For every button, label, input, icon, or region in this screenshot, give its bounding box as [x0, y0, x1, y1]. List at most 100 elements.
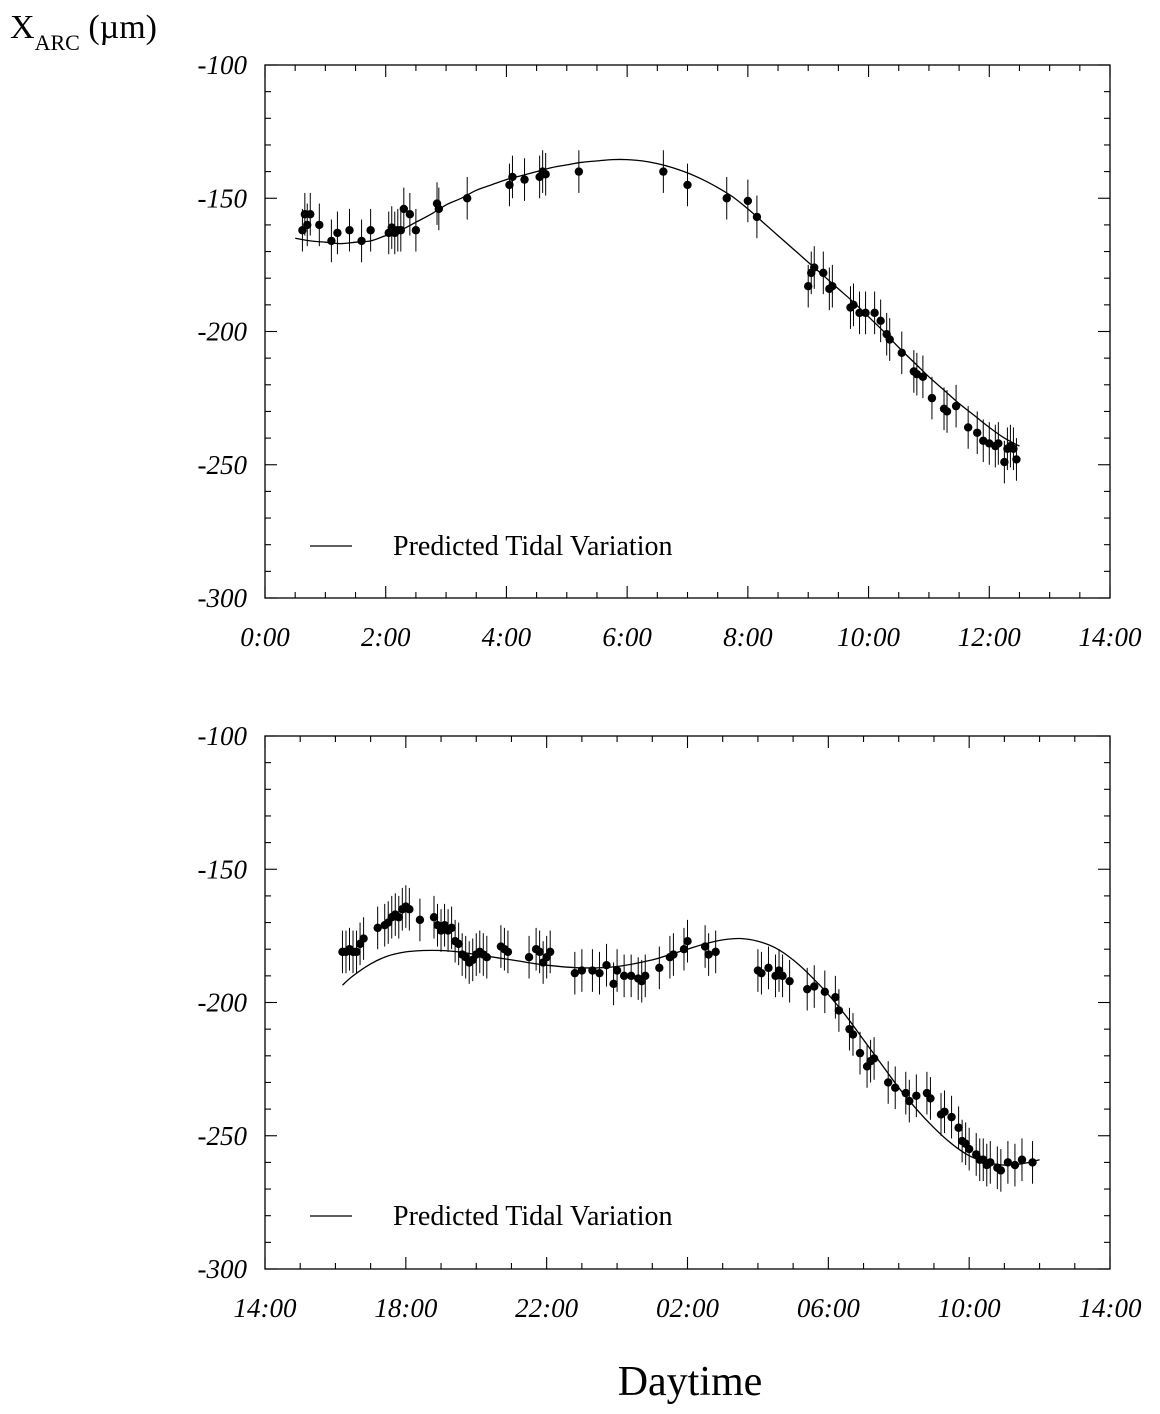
- data-point: [669, 950, 678, 959]
- data-point: [711, 947, 720, 957]
- x-tick-labels: 14:00 18:00 22:00 02:00 06:00 10:00 14:00: [234, 1293, 1142, 1323]
- x-tick-label: 06:00: [797, 1293, 860, 1323]
- data-point: [659, 167, 668, 176]
- data-point: [524, 952, 534, 962]
- chart-top: -100 -150 -200 -250 -300 0:00 2:00 4:00 6:00 8:0…: [198, 50, 1142, 652]
- data-point: [820, 987, 830, 997]
- data-point: [963, 423, 973, 432]
- data-point: [679, 945, 689, 954]
- legend: Predicted Tidal Variation: [310, 1201, 672, 1232]
- y-tick-label: -150: [198, 854, 248, 884]
- data-point: [396, 226, 406, 235]
- data-point: [973, 428, 982, 437]
- data-point: [870, 308, 879, 318]
- data-point: [683, 937, 692, 946]
- data-point: [912, 1091, 921, 1100]
- data-point: [785, 976, 794, 986]
- data-point: [869, 1054, 879, 1063]
- data-point: [964, 1144, 974, 1154]
- y-tick-label: -300: [198, 1254, 248, 1284]
- data-point: [1009, 444, 1018, 453]
- data-point: [1028, 1158, 1037, 1167]
- legend-label: Predicted Tidal Variation: [393, 1201, 672, 1232]
- data-point: [831, 992, 840, 1002]
- data-point: [861, 308, 870, 318]
- data-point: [700, 942, 710, 951]
- data-point: [612, 966, 622, 975]
- data-point: [505, 180, 514, 190]
- data-point: [855, 1048, 865, 1058]
- data-point: [415, 915, 425, 925]
- data-point: [535, 947, 544, 957]
- data-point: [954, 1123, 963, 1132]
- data-point: [570, 968, 580, 978]
- legend: Predicted Tidal Variation: [310, 531, 672, 562]
- data-point: [743, 196, 753, 206]
- data-point: [683, 180, 692, 190]
- data-points: [298, 167, 1021, 467]
- y-tick-label: -250: [198, 450, 248, 480]
- data-point: [778, 971, 787, 981]
- data-point: [940, 1107, 949, 1116]
- x-tick-label: 0:00: [240, 622, 290, 652]
- data-point: [855, 308, 864, 318]
- data-point: [373, 923, 382, 933]
- plot-frame: [264, 735, 1111, 1270]
- x-tick-label: 22:00: [515, 1293, 578, 1323]
- y-axis-label: XARC (µm): [10, 9, 157, 55]
- data-point: [641, 971, 650, 981]
- data-point: [306, 210, 315, 219]
- data-point: [405, 905, 414, 914]
- x-tick-label: 2:00: [361, 622, 411, 652]
- data-point: [545, 947, 555, 957]
- data-point: [574, 167, 584, 176]
- error-bars: [301, 150, 1017, 484]
- data-point: [1000, 457, 1009, 467]
- data-point: [303, 220, 312, 230]
- x-tick-label: 02:00: [656, 1293, 719, 1323]
- x-tick-label: 14:00: [1079, 1293, 1142, 1323]
- data-point: [752, 212, 762, 222]
- data-point: [810, 263, 819, 272]
- y-tick-labels: -100 -150 -200 -250 -300: [198, 50, 248, 613]
- y-tick-label: -200: [198, 317, 248, 347]
- data-point: [848, 1030, 858, 1039]
- data-point: [503, 947, 513, 957]
- x-tick-label: 6:00: [602, 622, 652, 652]
- data-point: [609, 979, 618, 989]
- data-point: [986, 1158, 995, 1167]
- data-point: [655, 963, 664, 973]
- data-point: [508, 172, 517, 182]
- data-point: [520, 175, 529, 184]
- data-point: [1012, 455, 1021, 464]
- data-point: [595, 968, 604, 978]
- legend-label: Predicted Tidal Variation: [393, 531, 672, 562]
- data-point: [905, 1096, 914, 1106]
- x-tick-label: 4:00: [482, 622, 532, 652]
- data-point: [399, 204, 409, 214]
- data-point: [394, 913, 403, 922]
- y-tick-label: -200: [198, 988, 248, 1018]
- data-point: [810, 982, 819, 991]
- x-tick-label: 8:00: [723, 622, 773, 652]
- data-point: [926, 1094, 935, 1103]
- data-point: [996, 1166, 1006, 1175]
- data-point: [918, 372, 928, 382]
- data-point: [722, 194, 731, 203]
- data-point: [942, 407, 952, 416]
- y-tick-label: -100: [198, 721, 248, 751]
- data-point: [849, 300, 858, 310]
- data-point: [315, 220, 324, 230]
- predicted-tidal-variation-line: [295, 158, 1020, 447]
- data-point: [626, 971, 636, 981]
- y-tick-labels: -100 -150 -200 -250 -300: [198, 721, 248, 1284]
- data-point: [482, 952, 492, 962]
- data-point: [447, 923, 456, 933]
- data-point: [1010, 1160, 1020, 1170]
- tick-marks: [264, 64, 1111, 599]
- data-point: [411, 226, 421, 235]
- x-axis-label: Daytime: [618, 1359, 763, 1405]
- data-point: [883, 1078, 893, 1087]
- data-point: [828, 281, 837, 291]
